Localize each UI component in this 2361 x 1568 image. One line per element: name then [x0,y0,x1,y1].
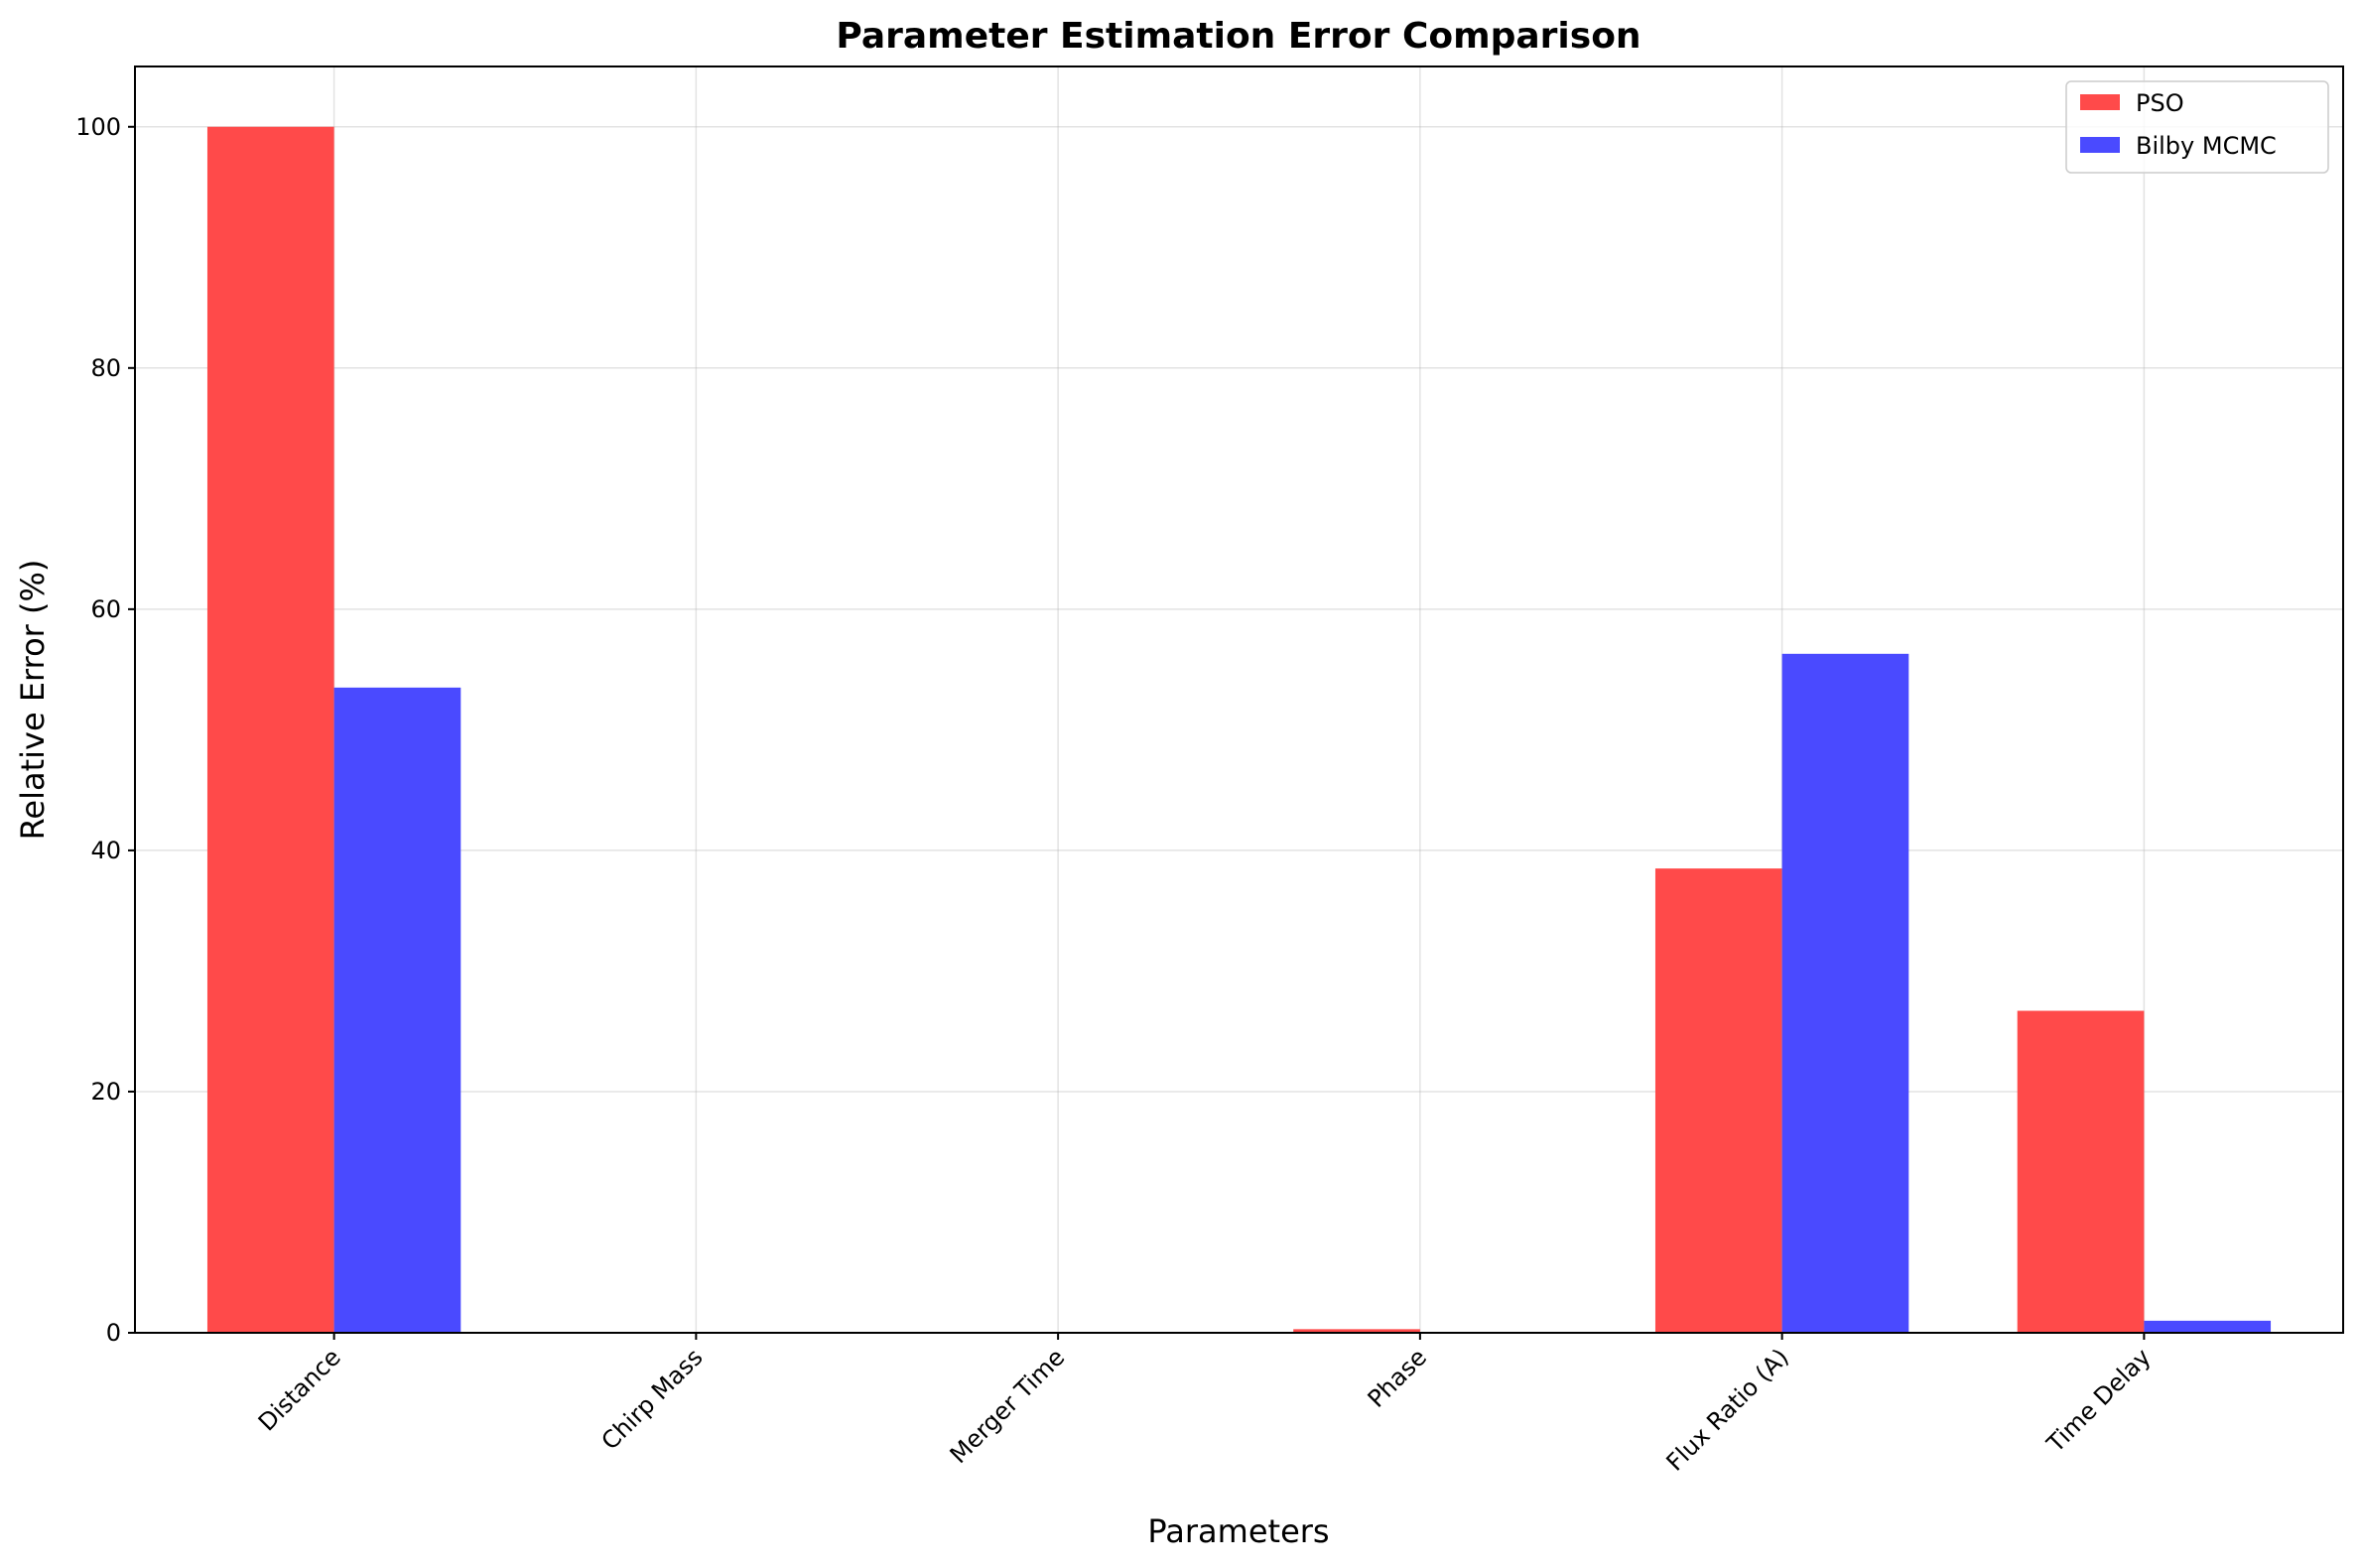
legend-swatch-pso [2080,94,2120,110]
legend-swatch-bilby-mcmc [2080,137,2120,153]
bar-bilby-mcmc-time-delay [2144,1320,2272,1333]
legend-label-pso: PSO [2136,89,2184,117]
bar-bilby-mcmc-distance [333,687,461,1333]
bars [206,126,2272,1333]
y-tick-label: 40 [90,837,121,864]
y-tick-label: 60 [90,595,121,623]
chart-title: Parameter Estimation Error Comparison [836,16,1640,57]
y-tick-label: 0 [106,1319,121,1347]
x-axis-label: Parameters [1147,1512,1329,1550]
y-tick-label: 100 [75,113,121,141]
bar-bilby-mcmc-flux-ratio-a- [1781,653,1909,1333]
bar-pso-flux-ratio-a- [1654,868,1782,1333]
bar-pso-time-delay [2017,1010,2145,1333]
y-tick-label: 20 [90,1078,121,1106]
bar-pso-distance [206,126,334,1333]
y-tick-label: 80 [90,354,121,382]
legend: PSO Bilby MCMC [2065,80,2329,174]
y-axis-label: Relative Error (%) [14,560,52,841]
bar-pso-phase [1293,1329,1420,1333]
y-axis: 0 20 40 60 80 100 [75,113,135,1347]
legend-box [2065,80,2329,174]
legend-label-bilby-mcmc: Bilby MCMC [2136,132,2277,160]
plot-frame [134,65,2344,1334]
